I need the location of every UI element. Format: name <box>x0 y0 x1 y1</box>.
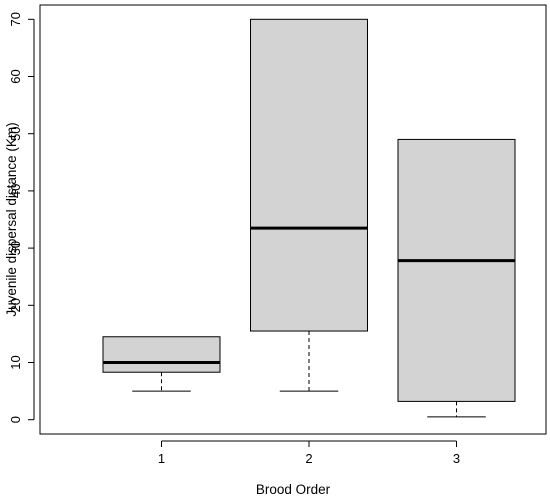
x-tick-label-2: 2 <box>305 451 312 466</box>
x-axis: 1 2 3 <box>158 440 460 466</box>
boxes-layer <box>102 18 516 418</box>
box-3 <box>397 138 516 402</box>
x-tick-label-1: 1 <box>158 451 165 466</box>
plot-frame <box>39 4 547 435</box>
y-axis: 0 10 20 30 40 50 60 70 <box>8 12 35 423</box>
y-tick-label-10: 10 <box>8 355 23 369</box>
box-2 <box>250 18 368 332</box>
y-axis-title: Juvenile dispersal distance (Km) <box>4 122 19 316</box>
x-tick-label-3: 3 <box>453 451 460 466</box>
box-group-2 <box>250 18 368 392</box>
y-tick-label-70: 70 <box>8 12 23 26</box>
y-tick-label-60: 60 <box>8 69 23 83</box>
x-axis-title: Brood Order <box>256 482 331 497</box>
y-tick-label-50: 50 <box>8 126 23 140</box>
box-1 <box>102 336 221 373</box>
y-tick-label-40: 40 <box>8 184 23 198</box>
box-group-1 <box>102 336 221 392</box>
y-tick-label-30: 30 <box>8 241 23 255</box>
y-tick-label-0: 0 <box>8 416 23 423</box>
box-group-3 <box>397 138 516 418</box>
y-tick-label-20: 20 <box>8 298 23 312</box>
